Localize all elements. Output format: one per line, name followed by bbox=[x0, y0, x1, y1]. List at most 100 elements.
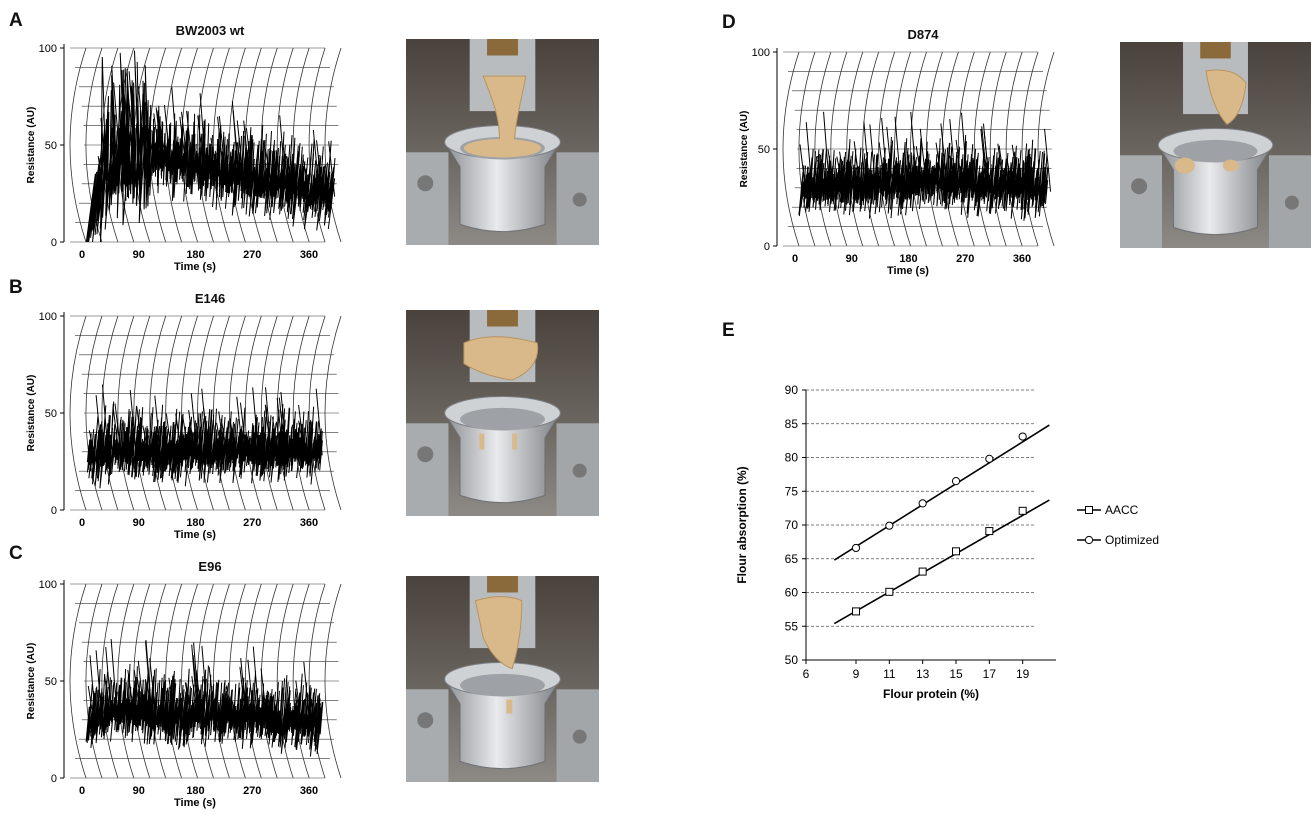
mixogram-spike bbox=[949, 155, 957, 186]
x-tick-label: 15 bbox=[949, 667, 963, 681]
mixogram-spike bbox=[239, 402, 247, 455]
data-point-optimized bbox=[1018, 432, 1027, 441]
x-tick-label: 13 bbox=[916, 667, 930, 681]
x-tick-label: 360 bbox=[300, 517, 318, 529]
x-tick-label: 0 bbox=[79, 785, 85, 797]
mixogram-spike bbox=[137, 660, 145, 716]
mixogram-spike bbox=[980, 128, 988, 190]
mixogram-spike bbox=[105, 646, 113, 718]
chart-title: E96 bbox=[198, 559, 222, 574]
mixogram-trace bbox=[85, 663, 324, 757]
mixogram-spike bbox=[919, 128, 927, 186]
data-point-aacc bbox=[985, 527, 994, 536]
mixogram-spike bbox=[142, 425, 150, 456]
mixogram-spike bbox=[298, 420, 306, 455]
y-tick-label: 0 bbox=[51, 505, 57, 517]
x-tick-label: 90 bbox=[133, 517, 145, 529]
x-tick-label: 11 bbox=[883, 667, 896, 681]
x-tick-label: 0 bbox=[79, 517, 85, 529]
mixogram-plot: 0 50 100 Resistance (AU) 0 90 180 270 360 Time (s… bbox=[26, 311, 342, 541]
mixogram-spike bbox=[110, 639, 118, 717]
mixogram-spike bbox=[95, 650, 103, 722]
mixogram-spike bbox=[264, 148, 272, 184]
x-axis-label: Time (s) bbox=[174, 261, 216, 273]
mixogram-spike bbox=[839, 151, 847, 189]
mixogram-spike bbox=[191, 644, 199, 719]
y-axis-label: Resistance (AU) bbox=[26, 643, 37, 720]
y-axis-label: Resistance (AU) bbox=[26, 107, 37, 184]
mixogram-spike bbox=[855, 158, 863, 190]
grid-arc bbox=[782, 51, 800, 247]
mixogram-spike bbox=[190, 393, 198, 455]
absorption-chart-e: 50 55 60 65 70 75 80 85 90 6 9 11 13 15 17 19 Flour prot… bbox=[722, 370, 1192, 710]
mixogram-spike bbox=[997, 143, 1005, 190]
mixogram-spike bbox=[279, 115, 287, 187]
mixogram-spike bbox=[961, 112, 969, 188]
mixogram-spike bbox=[231, 101, 239, 177]
mixogram-spike bbox=[218, 411, 226, 456]
panel-letter-a: A bbox=[9, 10, 23, 31]
y-tick-label: 70 bbox=[785, 518, 799, 532]
mixogram-spike bbox=[226, 685, 234, 721]
mixer-photo bbox=[1120, 42, 1311, 248]
mixogram-spike bbox=[940, 123, 948, 185]
legend-label: AACC bbox=[1105, 503, 1139, 517]
dough-hanging bbox=[474, 596, 523, 670]
chart-title: BW2003 wt bbox=[175, 23, 245, 38]
mixogram-spike bbox=[863, 121, 871, 190]
mixer-clamp-left bbox=[406, 152, 449, 245]
mixogram-spike bbox=[264, 404, 272, 456]
panel-letter-d: D bbox=[722, 12, 736, 33]
mixogram-spike bbox=[159, 125, 167, 162]
grid-arc bbox=[69, 315, 87, 511]
x-axis-label: Time (s) bbox=[174, 529, 216, 541]
mixogram-spike bbox=[278, 397, 286, 456]
clamp-knob bbox=[1131, 178, 1148, 195]
clamp-knob bbox=[572, 463, 587, 478]
mixograph-chart-a: BW2003 wt 0 50 100 Resistance (AU) 0 90 180 270… bbox=[20, 20, 350, 275]
x-tick-label: 360 bbox=[300, 785, 318, 797]
mixogram-spike bbox=[236, 396, 244, 454]
legend-label: Optimized bbox=[1105, 533, 1159, 547]
x-tick-label: 360 bbox=[300, 249, 318, 261]
mixer-photo-b bbox=[406, 310, 599, 516]
data-point-optimized bbox=[985, 454, 994, 463]
mixogram-spike bbox=[113, 82, 121, 156]
mixogram-spike bbox=[1011, 144, 1019, 191]
mixogram-spike bbox=[260, 668, 268, 721]
mixogram-spike bbox=[168, 677, 176, 719]
mixogram-spike bbox=[216, 422, 224, 456]
x-tick-label: 90 bbox=[133, 249, 145, 261]
mixogram-spike bbox=[112, 407, 120, 455]
x-axis-label: Time (s) bbox=[887, 265, 929, 277]
mixogram-spike bbox=[827, 149, 835, 189]
mixogram-spike bbox=[1044, 128, 1052, 192]
mixer-motor bbox=[487, 576, 518, 593]
y-tick-label: 75 bbox=[785, 484, 799, 498]
mixogram-plot: 0 50 100 Resistance (AU) 0 90 180 270 360 Time (s… bbox=[26, 43, 342, 273]
x-tick-label: 90 bbox=[846, 253, 858, 265]
mixogram-spike bbox=[252, 387, 260, 456]
grid-arc bbox=[69, 583, 87, 779]
y-tick-label: 50 bbox=[758, 144, 770, 156]
y-tick-label: 50 bbox=[45, 140, 57, 152]
mixogram-spike bbox=[138, 86, 146, 153]
mixogram-spike bbox=[181, 111, 188, 167]
y-tick-label: 100 bbox=[752, 47, 770, 59]
mixograph-chart-b: E146 0 50 100 Resistance (AU) 0 90 180 270 360 Ti… bbox=[20, 288, 350, 543]
y-tick-label: 85 bbox=[785, 417, 799, 431]
panel-letter-c: C bbox=[9, 543, 23, 564]
clamp-knob bbox=[572, 192, 587, 207]
mixogram-spike bbox=[186, 110, 194, 168]
mixogram-spike bbox=[229, 418, 237, 455]
mixogram-spike bbox=[171, 87, 179, 165]
chart-title: E146 bbox=[194, 291, 226, 306]
y-tick-label: 100 bbox=[39, 579, 57, 591]
mixogram-spike bbox=[309, 690, 316, 728]
y-axis-label: Resistance (AU) bbox=[739, 111, 750, 188]
mixogram-spike bbox=[280, 391, 288, 456]
mixogram-spike bbox=[217, 116, 225, 174]
mixer-motor bbox=[1200, 42, 1231, 59]
mixogram-spike bbox=[184, 682, 192, 720]
mixogram-spike bbox=[155, 107, 163, 161]
